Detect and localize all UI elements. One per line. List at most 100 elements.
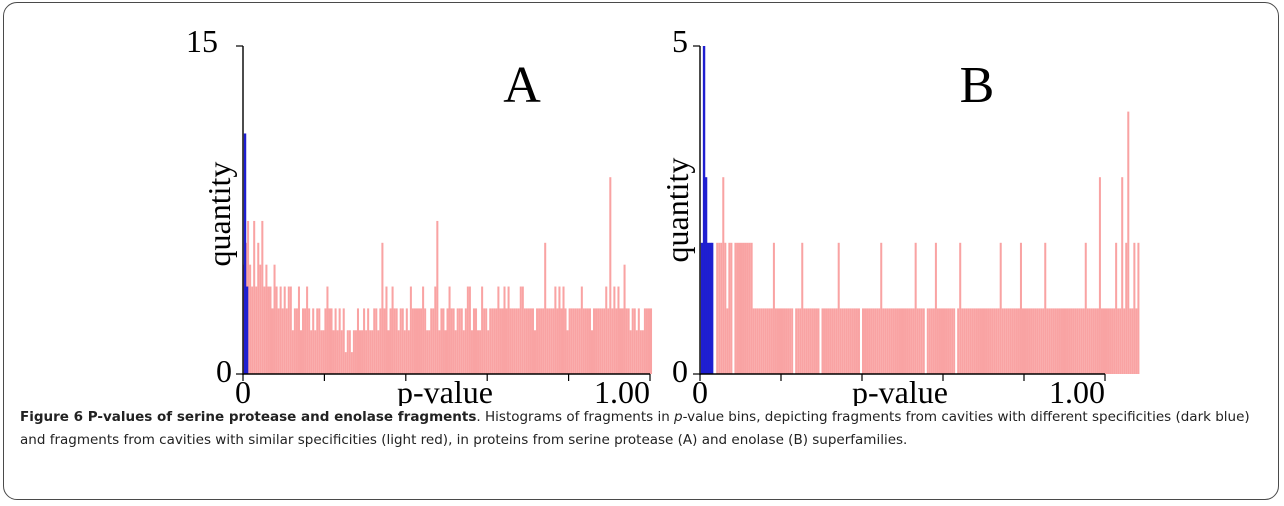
panel-b-bar-similar: [754, 308, 757, 374]
panel-b-bar-similar: [1021, 308, 1024, 374]
panel-b-bar-similar: [847, 308, 850, 374]
panel-a-bar-similar: [546, 308, 549, 374]
panel-b-bar-similar: [963, 308, 966, 374]
panel-a-bar-similar: [281, 308, 284, 374]
panel-a-bar-similar: [432, 308, 435, 374]
panel-a-bar-similar: [483, 308, 486, 374]
panel-a-bar-similar: [289, 286, 292, 374]
panel-a-bar-similar: [505, 308, 508, 374]
panel-b-xtick-end: 1.00: [1049, 374, 1105, 406]
panel-b-bar-different: [708, 242, 712, 374]
panel-b-bar-similar: [726, 308, 729, 374]
panel-b-bar-similar: [738, 242, 741, 374]
caption-title: Figure 6 P-values of serine protease and…: [20, 409, 477, 425]
panel-b-bar-similar: [1129, 308, 1132, 374]
panel-a-bar-similar: [452, 308, 455, 374]
panel-a-bar-similar: [426, 330, 429, 374]
panel-b-bar-similar: [776, 308, 779, 374]
panel-b-bar-similar: [1007, 308, 1010, 374]
panel-b-bar-similar: [999, 242, 1002, 374]
panel-b-bar-similar: [1125, 242, 1128, 374]
panel-b-bar-similar: [797, 308, 800, 374]
panel-b-bar-similar: [1048, 308, 1051, 374]
panel-b-xtick-zero: 0: [692, 374, 708, 406]
panel-b-bar-similar: [872, 308, 875, 374]
panel-a-bars: [243, 133, 653, 374]
panel-a-bar-similar: [597, 308, 600, 374]
panel-b-bar-similar: [768, 308, 771, 374]
panel-b-bar-similar: [817, 308, 820, 374]
panel-a-bar-similar: [576, 308, 579, 374]
panel-b-bar-similar: [744, 242, 747, 374]
panel-b-bar-similar: [1088, 308, 1091, 374]
caption-text-1: . Histograms of fragments in: [476, 409, 675, 425]
panel-b-bar-similar: [1064, 308, 1067, 374]
panel-a-bar-similar: [464, 308, 467, 374]
panel-b-bar-similar: [823, 308, 826, 374]
panel-a-bar-similar: [304, 308, 307, 374]
panel-a-bar-similar: [379, 308, 382, 374]
panel-a-bar-similar: [375, 308, 378, 374]
panel-a-bar-similar: [316, 308, 319, 374]
panel-b-ytick-zero: 0: [672, 353, 688, 389]
panel-a-bar-similar: [538, 308, 541, 374]
panel-b-bar-similar: [971, 308, 974, 374]
panel-b-bar-similar: [1015, 308, 1018, 374]
figure-caption: Figure 6 P-values of serine protease and…: [20, 406, 1270, 452]
panel-b-bar-similar: [857, 308, 860, 374]
panel-b-bar-similar: [896, 308, 899, 374]
panel-b-bar-similar: [1080, 308, 1083, 374]
panel-a-bar-similar: [440, 308, 443, 374]
panel-a-bar-similar: [497, 286, 500, 374]
panel-b-bar-similar: [1024, 308, 1027, 374]
panel-b-bar-similar: [1105, 308, 1108, 374]
panel-b-bar-similar: [1026, 308, 1029, 374]
panel-a-bar-similar: [302, 308, 305, 374]
panel-b-bar-similar: [851, 308, 854, 374]
panel-a-bar-similar: [420, 308, 423, 374]
panel-b-bar-similar: [884, 308, 887, 374]
panel-a-bar-similar: [558, 286, 561, 374]
panel-b-bar-similar: [849, 308, 852, 374]
panel-a-bar-similar: [615, 308, 618, 374]
panel-a-bar-similar: [645, 308, 648, 374]
panel-a-bar-similar: [340, 330, 343, 374]
panel-b-bar-similar: [957, 308, 960, 374]
panel-b-bar-similar: [760, 308, 763, 374]
panel-a-bar-similar: [369, 330, 372, 374]
panel-a-bar-similar: [328, 308, 331, 374]
panel-a-bar-similar: [263, 286, 266, 374]
panel-b-ytick-top: 5: [672, 23, 688, 59]
panel-a-bar-similar: [544, 242, 547, 374]
panel-a-bar-similar: [580, 286, 583, 374]
panel-a-bar-similar: [326, 286, 329, 374]
panel-a-bar-similar: [371, 330, 374, 374]
panel-b-bar-different: [700, 242, 704, 374]
panel-b-bar-similar: [758, 308, 761, 374]
panel-b-bar-similar: [1054, 308, 1057, 374]
panel-a-bar-similar: [275, 286, 278, 374]
panel-b-bar-similar: [928, 308, 931, 374]
panel-b-bar-similar: [1032, 308, 1035, 374]
panel-a-bar-similar: [601, 308, 604, 374]
panel-a-bar-similar: [318, 308, 321, 374]
panel-b-bar-similar: [1094, 308, 1097, 374]
panel-a-bar-similar: [395, 308, 398, 374]
panel-b-bar-similar: [833, 308, 836, 374]
panel-b-bar-similar: [750, 242, 753, 374]
panel-a-bar-similar: [485, 308, 488, 374]
panel-b-bar-similar: [870, 308, 873, 374]
panel-a-bar-similar: [287, 286, 290, 374]
panel-a-bar-similar: [450, 308, 453, 374]
panel-a-bar-similar: [405, 308, 408, 374]
panel-a-bar-similar: [367, 308, 370, 374]
panel-b-bar-similar: [1056, 308, 1059, 374]
panel-a-bar-similar: [434, 286, 437, 374]
panel-a-bar-similar: [448, 286, 451, 374]
panel-b-bar-similar: [762, 308, 765, 374]
panel-b-bar-similar: [1072, 308, 1075, 374]
panel-b-bar-similar: [718, 242, 721, 374]
panel-b-bar-similar: [943, 308, 946, 374]
panel-b-bar-similar: [1133, 242, 1136, 374]
panel-b-bar-similar: [821, 308, 824, 374]
